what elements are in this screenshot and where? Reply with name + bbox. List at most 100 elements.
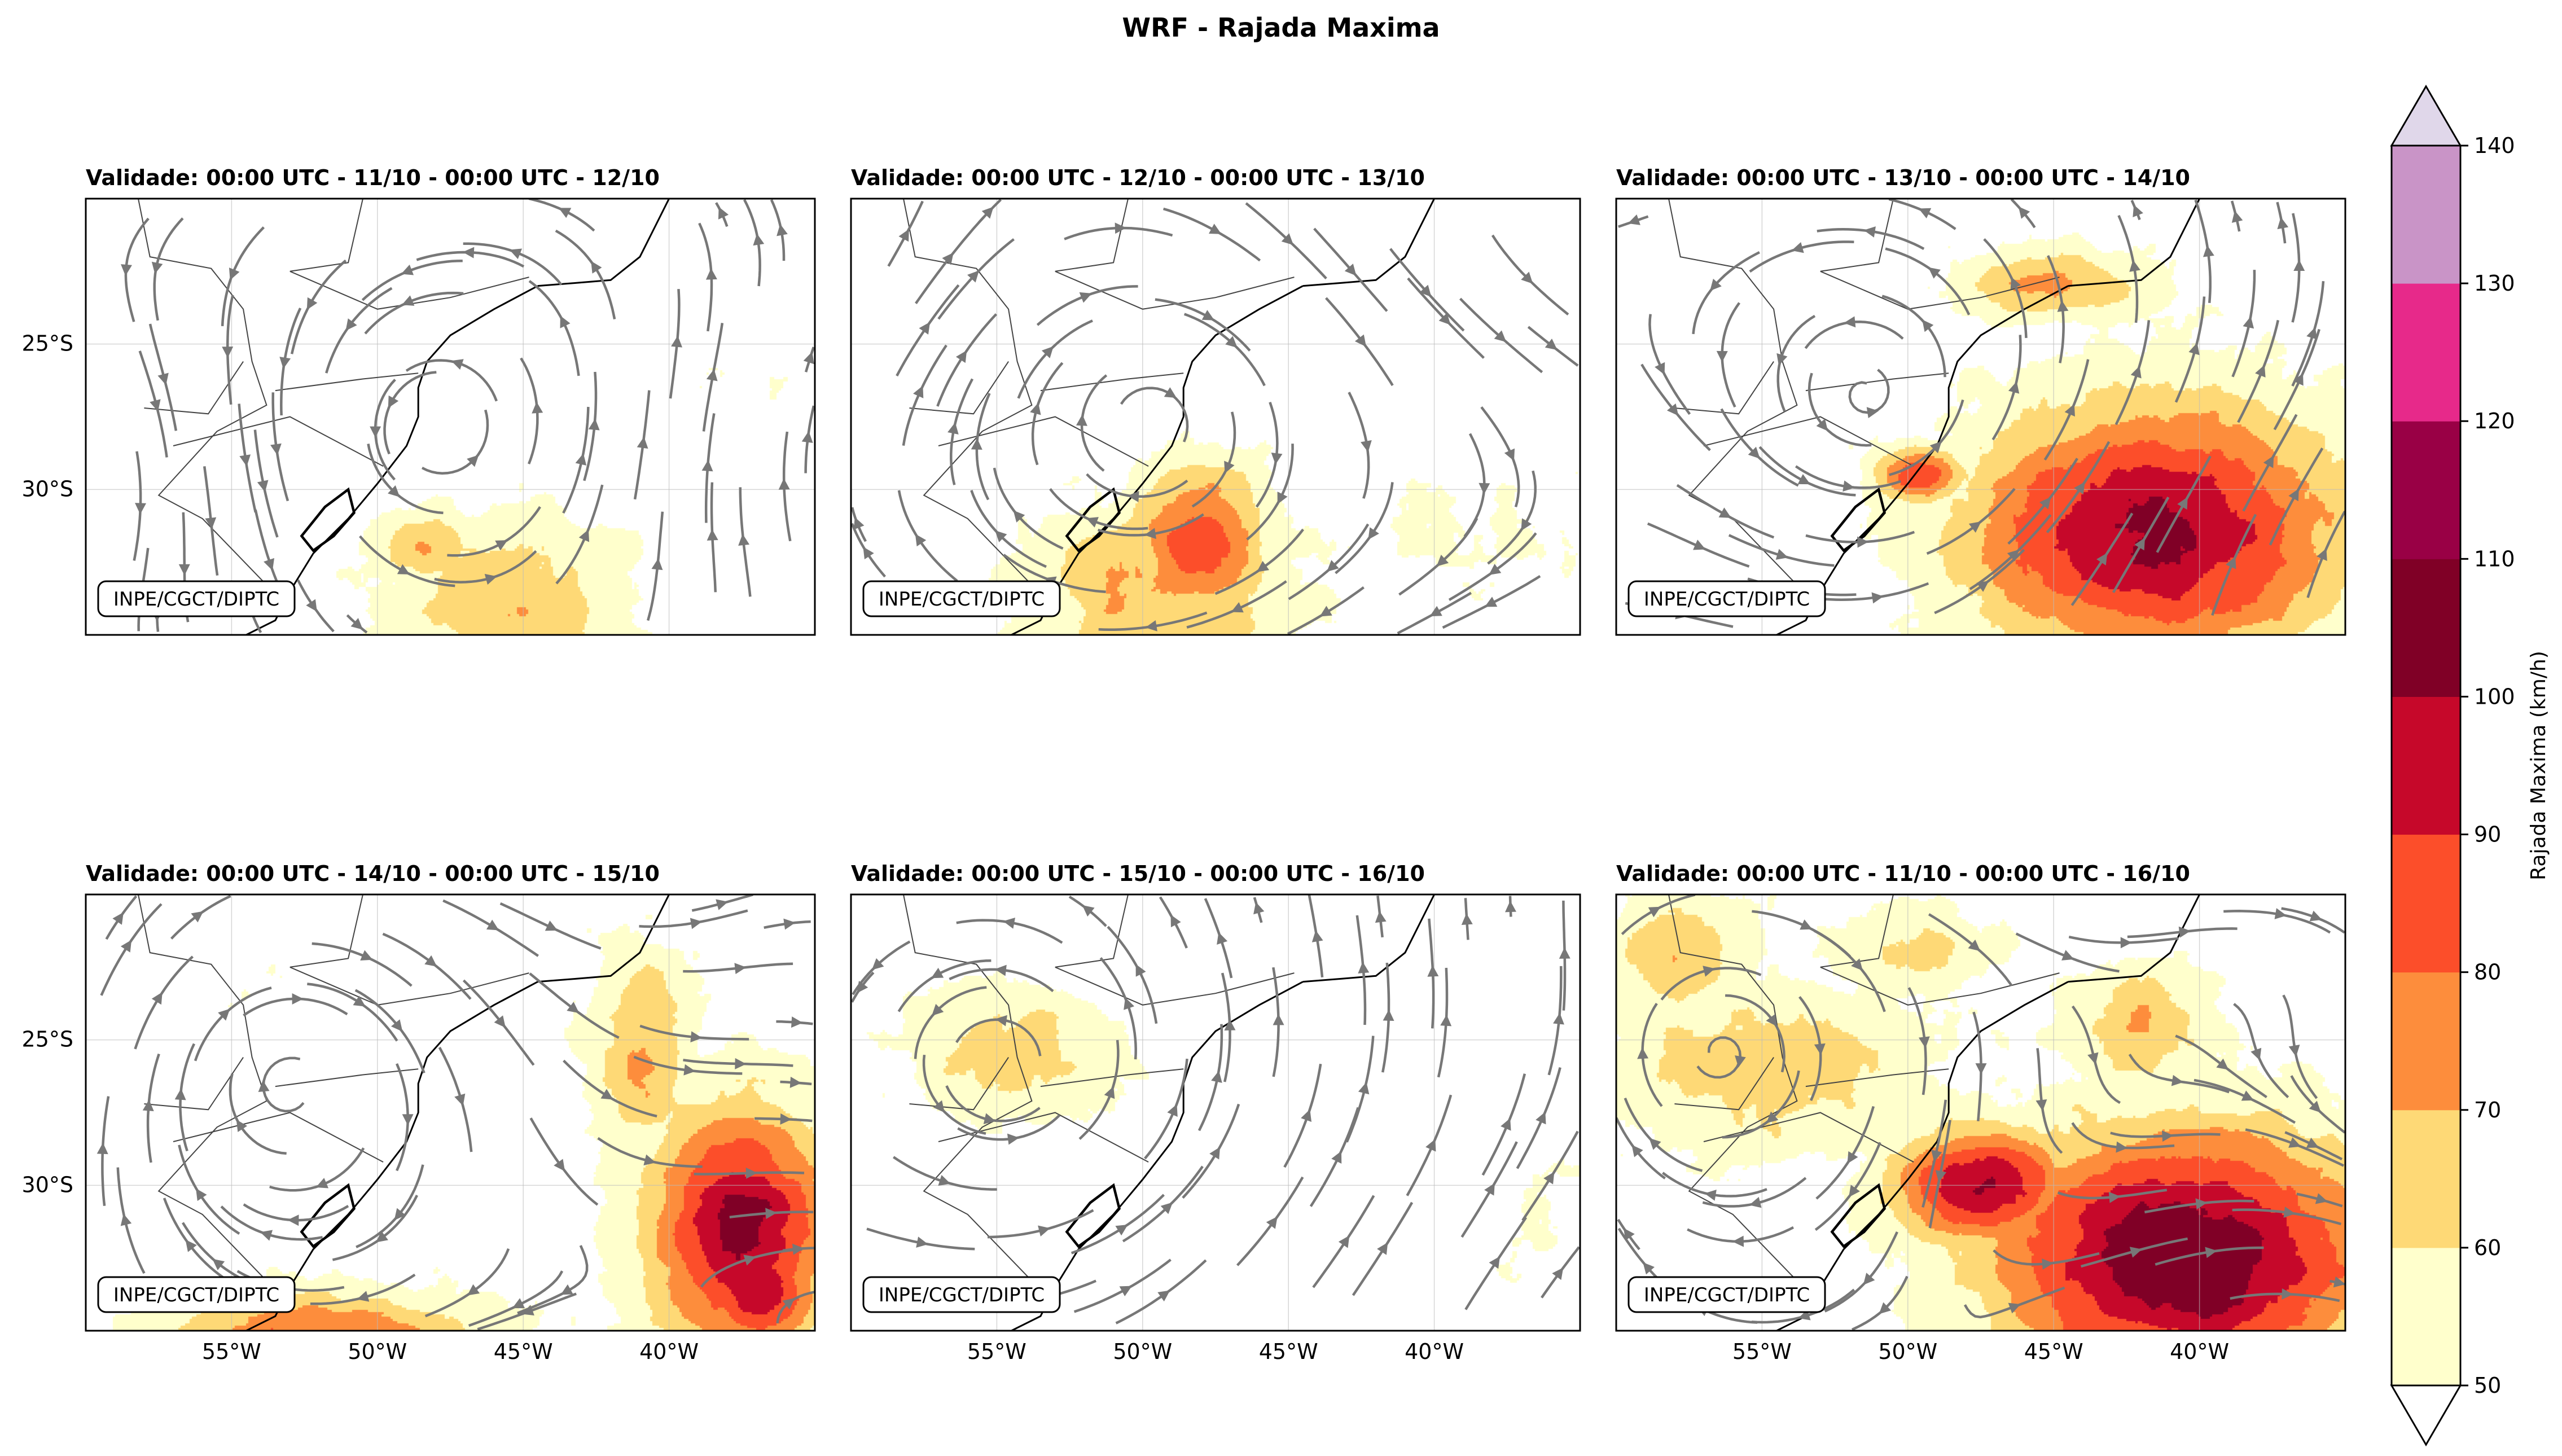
state-border — [1674, 1057, 1774, 1111]
streamline-arrow — [1521, 518, 1532, 531]
state-border — [909, 1057, 1009, 1111]
streamline-arrow — [2177, 497, 2188, 510]
streamline-arrow — [863, 546, 874, 560]
streamline-arrow — [545, 920, 558, 931]
streamline-arrow — [955, 350, 967, 363]
state-border — [1055, 894, 1129, 968]
lagoon — [300, 487, 356, 552]
streamline-arrow — [212, 1258, 225, 1270]
streamline-arrow — [2277, 217, 2289, 230]
streamline-arrow — [1135, 964, 1146, 977]
streamline-arrow — [509, 248, 523, 260]
streamline-arrow — [716, 899, 729, 910]
streamline-arrow — [2161, 1130, 2174, 1142]
state-border — [1820, 199, 1894, 272]
streamline-arrow — [1623, 1228, 1635, 1241]
colorbar-segment — [2392, 972, 2460, 1111]
streamline-arrow — [1225, 336, 1238, 348]
streamline-arrow — [2243, 316, 2254, 329]
streamline-arrow — [1814, 1043, 1826, 1055]
streamline-arrow — [1849, 1185, 1860, 1198]
panel-title: Validade: 00:00 UTC - 11/10 - 00:00 UTC … — [1616, 861, 2190, 886]
streamline-arrow — [2129, 260, 2140, 272]
credit-stamp: INPE/CGCT/DIPTC — [1627, 1276, 1826, 1313]
streamline-arrow — [142, 1099, 154, 1111]
streamline-arrow — [1427, 965, 1439, 977]
streamline-arrow — [777, 223, 788, 236]
streamline-arrow — [994, 964, 1007, 976]
streamline-arrow — [315, 1178, 329, 1189]
streamline-arrow — [1631, 1144, 1643, 1157]
streamline-arrow — [2203, 245, 2214, 257]
streamline-arrow — [915, 534, 927, 547]
streamline-arrow — [1718, 507, 1731, 518]
panel-title: Validade: 00:00 UTC - 14/10 - 00:00 UTC … — [86, 861, 660, 886]
colorbar-tick-label: 60 — [2474, 1235, 2501, 1260]
streamline-arrow — [1791, 242, 1804, 253]
streamline-arrow — [1271, 453, 1283, 465]
streamline-arrow — [135, 503, 147, 515]
streamline-arrow — [1703, 966, 1716, 977]
map-area — [86, 894, 815, 1331]
colorbar-tick-label: 90 — [2474, 822, 2501, 847]
streamline-arrow — [218, 1008, 230, 1021]
streamline-arrow — [1494, 330, 1507, 343]
streamline-arrow — [1800, 919, 1813, 930]
streamline-arrow — [2309, 1100, 2321, 1113]
streamline-arrow — [1637, 1047, 1649, 1059]
streamline-arrow — [1732, 1235, 1744, 1247]
streamline-arrow — [401, 264, 414, 275]
streamline-arrow — [2116, 1141, 2128, 1153]
streamline-arrow — [1842, 480, 1855, 492]
streamline-arrow — [1484, 597, 1498, 607]
streamline-arrow — [222, 347, 234, 358]
streamline-arrow — [178, 564, 190, 576]
streamline-arrow — [1311, 930, 1323, 942]
streamline-arrow — [1863, 1273, 1875, 1285]
x-tick-label: 50°W — [348, 1339, 407, 1364]
streamline-arrow — [701, 459, 713, 472]
lagoon — [1065, 487, 1121, 552]
streamline-arrow — [2018, 206, 2030, 219]
map-frame — [1615, 893, 2346, 1332]
streamline-arrow — [1160, 1202, 1173, 1214]
streamline-arrow — [2129, 1247, 2142, 1258]
state-border — [1040, 372, 1184, 392]
state-border — [138, 199, 279, 598]
streamline-arrow — [1643, 1262, 1655, 1275]
streamline-arrow — [718, 207, 729, 220]
streamline-arrow — [1368, 527, 1379, 540]
state-border — [1820, 270, 2060, 310]
streamline-arrow — [360, 950, 373, 961]
x-tick-label: 45°W — [2024, 1339, 2083, 1364]
streamline-arrow — [1553, 1012, 1564, 1025]
streamline-arrow — [494, 1015, 506, 1028]
streamline-arrow — [292, 993, 304, 1005]
streamline-arrow — [1748, 446, 1760, 459]
streamline-arrow — [391, 1019, 403, 1032]
streamline-arrow — [871, 958, 884, 970]
streamline-arrow — [1655, 362, 1665, 375]
streamline-arrow — [236, 1119, 248, 1133]
coastline — [2068, 894, 2200, 983]
streamline-arrow — [1281, 233, 1294, 245]
colorbar-label: Rajada Maxima (km/h) — [2527, 651, 2550, 880]
streamline-arrow — [931, 967, 944, 979]
streamline-arrow — [1377, 1242, 1388, 1255]
streamline-arrow — [2255, 365, 2266, 378]
streamline-arrow — [1007, 1133, 1020, 1145]
state-border — [138, 894, 279, 1293]
streamline-arrow — [913, 385, 924, 398]
streamline-arrow — [1851, 958, 1863, 971]
streamline-arrow — [2096, 552, 2108, 565]
streamline-arrow — [560, 315, 571, 328]
state-border — [1055, 199, 1129, 272]
streamline-arrow — [174, 1088, 186, 1100]
streamline-arrow — [1627, 214, 1640, 225]
streamline-arrow — [933, 1100, 945, 1113]
map-area — [1616, 894, 2345, 1331]
streamline-arrow — [600, 1089, 613, 1100]
streamline-arrow — [938, 1175, 951, 1186]
streamline-arrow — [1082, 905, 1095, 917]
streamline-arrow — [1847, 1151, 1858, 1164]
